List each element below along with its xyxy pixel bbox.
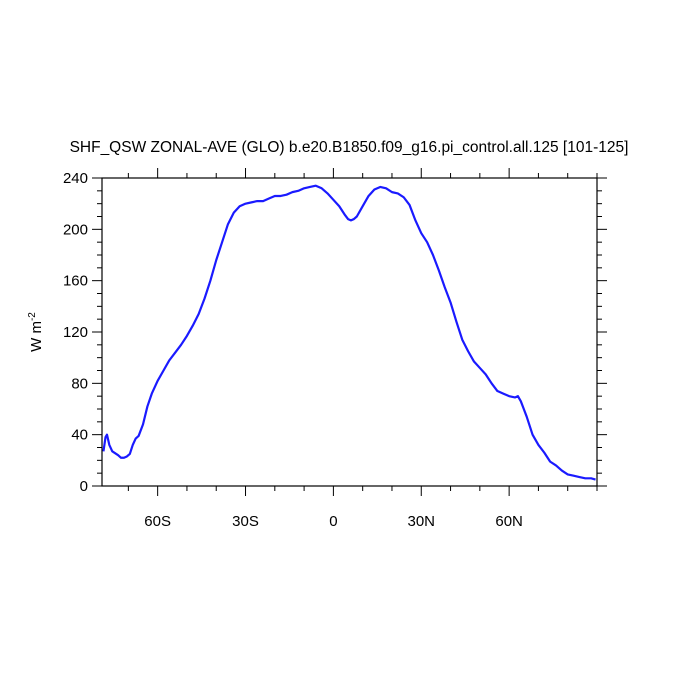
x-tick-label: 30N — [407, 513, 435, 530]
y-tick-label: 200 — [63, 221, 88, 238]
y-tick-label: 40 — [71, 427, 88, 444]
y-axis-label-main: W m — [28, 321, 45, 352]
y-axis-label: W m-2 — [27, 312, 45, 352]
plot-frame — [101, 177, 598, 487]
series-line — [102, 184, 596, 481]
x-tick-label: 30S — [232, 513, 259, 530]
svg-text:W m-2: W m-2 — [27, 312, 45, 352]
axis-ticks — [92, 168, 607, 496]
x-tick-label: 0 — [329, 513, 337, 530]
x-tick-label: 60N — [495, 513, 523, 530]
chart-title: SHF_QSW ZONAL-AVE (GLO) b.e20.B1850.f09_… — [70, 139, 629, 156]
y-tick-label: 120 — [63, 324, 88, 341]
y-tick-label: 240 — [63, 170, 88, 187]
axis-tick-labels: 0 40 80 120 160 200 240 60S 30S 0 30N 60N — [63, 170, 523, 530]
y-tick-label: 80 — [71, 375, 88, 392]
y-tick-label: 0 — [80, 478, 88, 495]
y-axis-label-exponent: -2 — [27, 312, 38, 321]
x-tick-label: 60S — [144, 513, 171, 530]
y-tick-label: 160 — [63, 273, 88, 290]
series-layer — [102, 184, 596, 481]
